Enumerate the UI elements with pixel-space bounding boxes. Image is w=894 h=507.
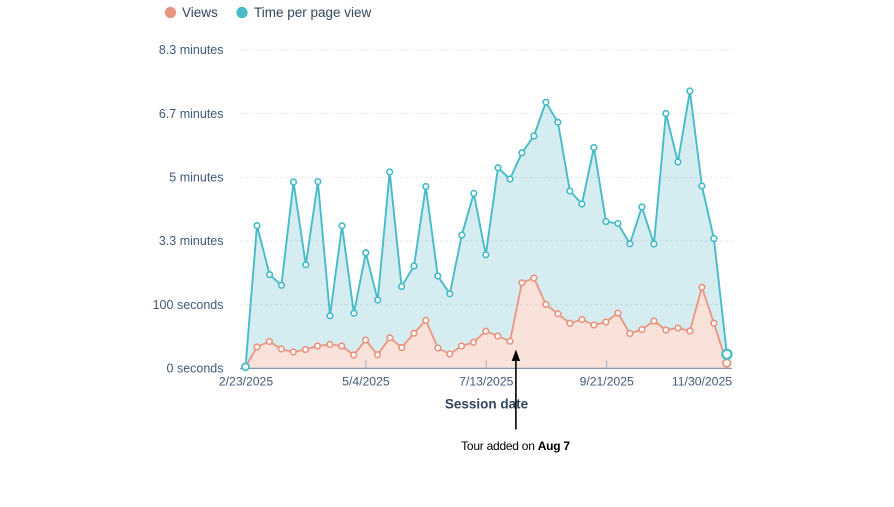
svg-text:2/23/2025: 2/23/2025 — [219, 375, 273, 389]
svg-text:5 minutes: 5 minutes — [169, 171, 223, 185]
svg-text:9/21/2025: 9/21/2025 — [580, 375, 634, 389]
svg-text:3.3 minutes: 3.3 minutes — [159, 234, 224, 248]
svg-text:6.7 minutes: 6.7 minutes — [159, 107, 224, 121]
svg-text:7/13/2025: 7/13/2025 — [459, 375, 513, 389]
svg-text:100 seconds: 100 seconds — [153, 298, 224, 312]
svg-text:Session date: Session date — [445, 397, 529, 412]
svg-text:11/30/2025: 11/30/2025 — [672, 375, 732, 389]
svg-text:Time per page view: Time per page view — [254, 5, 372, 20]
svg-text:Views: Views — [182, 5, 218, 20]
svg-text:5/4/2025: 5/4/2025 — [342, 375, 390, 389]
svg-text:0 seconds: 0 seconds — [167, 362, 224, 376]
svg-text:Tour added on Aug 7: Tour added on Aug 7 — [461, 439, 570, 453]
svg-text:8.3 minutes: 8.3 minutes — [159, 43, 224, 57]
